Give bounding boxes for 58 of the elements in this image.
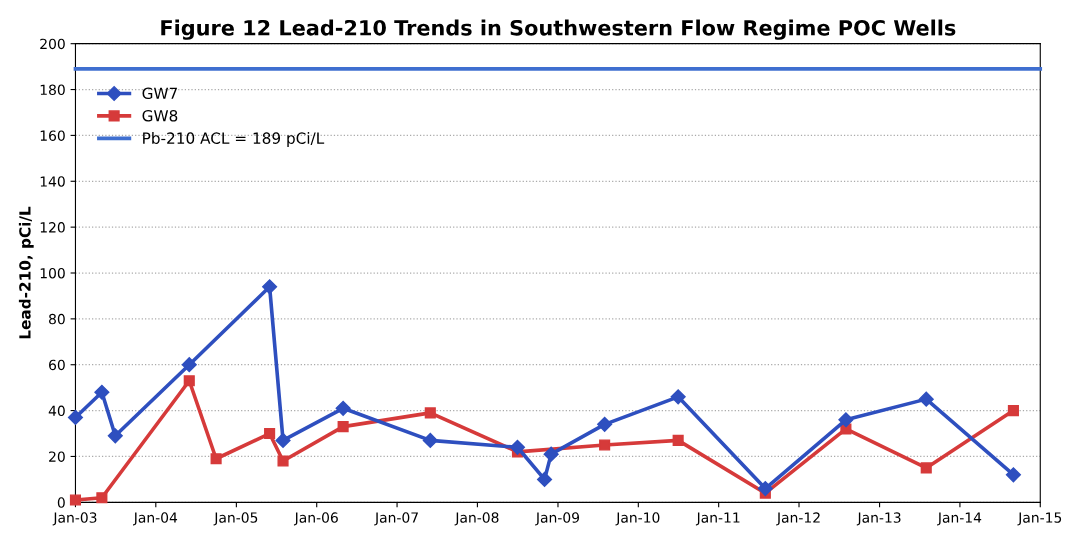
y-tick-label: 100 [40, 267, 65, 279]
x-tick-label: Jan-15 [1017, 512, 1062, 526]
point [67, 409, 84, 426]
point [670, 389, 686, 405]
point [536, 471, 553, 487]
point [1007, 405, 1019, 417]
point [277, 455, 289, 467]
chart-title: Figure 12 Lead-210 Trends in Southwestern Flow Regime POC Wells [161, 19, 956, 40]
x-tick-label: Jan-07 [374, 512, 418, 526]
point [69, 494, 82, 506]
x-tick-label: Jan-12 [776, 512, 820, 526]
x-tick-label: Jan-08 [454, 512, 499, 526]
y-tick-label: 40 [48, 405, 65, 417]
point [422, 432, 438, 448]
point [107, 428, 123, 444]
x-tick-label: Jan-09 [535, 512, 580, 526]
y-axis-title: Lead-210, pCi/L [18, 206, 34, 339]
legend-label: GW7 [142, 87, 177, 100]
point [264, 427, 276, 440]
point [509, 439, 526, 455]
y-tick-label: 20 [49, 451, 65, 462]
point [183, 375, 195, 387]
point [757, 480, 773, 497]
point [1005, 467, 1021, 483]
y-tick-label: 140 [40, 176, 65, 187]
x-tick-label: Jan-04 [133, 512, 178, 526]
point [672, 434, 684, 446]
x-tick-label: Jan-13 [856, 512, 901, 526]
point [210, 453, 222, 465]
x-tick-label: Jan-05 [213, 512, 258, 526]
x-tick-label: Jan-11 [695, 512, 740, 526]
point [918, 391, 934, 407]
point [543, 446, 559, 462]
point [96, 492, 108, 504]
point [599, 439, 611, 451]
point [597, 416, 613, 432]
x-tick-label: Jan-03 [52, 512, 97, 526]
point [181, 357, 197, 373]
point [337, 421, 349, 433]
y-tick-label: 60 [49, 359, 65, 371]
point [838, 412, 854, 428]
x-tick-label: Jan-10 [615, 512, 660, 526]
point [262, 279, 278, 295]
y-tick-label: 0 [57, 497, 65, 508]
y-tick-label: 80 [49, 313, 65, 325]
x-tick-label: Jan-06 [293, 512, 338, 526]
y-tick-label: 120 [40, 222, 65, 233]
x-tick-label: Jan-14 [937, 512, 982, 526]
y-tick-label: 160 [40, 130, 65, 141]
legend-label: GW8 [142, 109, 178, 122]
point [94, 384, 110, 400]
legend-label: Pb-210 ACL = 189 pCi/L [143, 132, 325, 147]
y-tick-label: 180 [40, 84, 65, 96]
point [275, 432, 291, 448]
y-tick-label: 200 [40, 38, 65, 50]
point [424, 407, 436, 419]
point [335, 400, 351, 416]
point [920, 462, 932, 474]
